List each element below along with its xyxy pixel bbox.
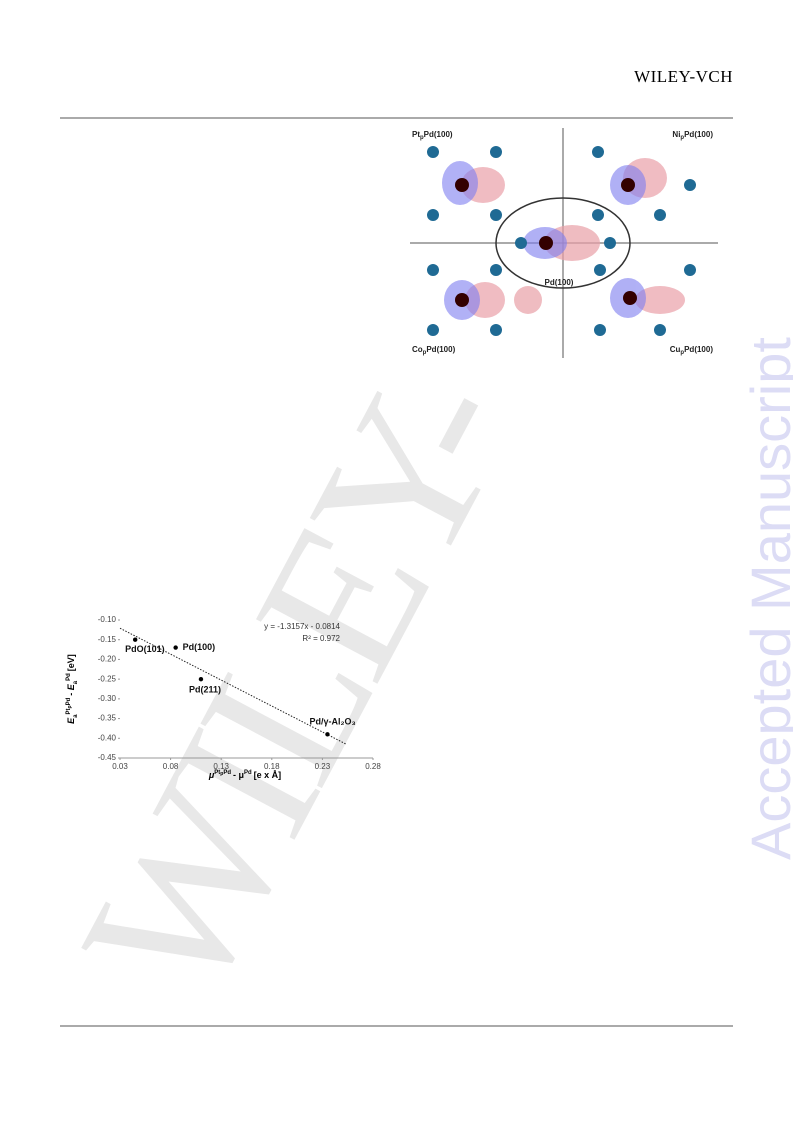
y-axis-label: EaPtpPd- EaPd[eV] — [66, 654, 79, 724]
point — [198, 676, 204, 682]
x-tick-label: 0.08 — [163, 762, 179, 771]
y-tick-label: -0.10 — [98, 615, 117, 624]
y-tick-label: -0.25 — [98, 674, 117, 683]
point — [173, 645, 178, 650]
highlight — [495, 197, 631, 289]
point-label: Pd/γ-Al₂O₃ — [309, 717, 355, 727]
y-tick-label: -0.40 — [98, 733, 117, 742]
watermark-diagonal: WILEY- — [38, 337, 556, 1034]
panel-label: Pd(100) — [545, 278, 574, 287]
figure: PtpPd(100) NipPd(100) Pd(100) CopPd(100)… — [410, 128, 718, 358]
point — [325, 732, 330, 737]
panel-label: NipPd(100) — [672, 130, 713, 140]
y-tick-label: -0.15 — [98, 635, 117, 644]
x-tick-label: 0.18 — [264, 762, 280, 771]
y-tick-label: -0.30 — [98, 694, 117, 703]
atoms-c — [455, 178, 637, 307]
x-tick-label: 0.28 — [365, 762, 381, 771]
y-tick-label: -0.35 — [98, 714, 117, 723]
density-blue — [442, 161, 646, 320]
r-squared: R² = 0.972 — [302, 634, 340, 643]
watermark-side: Accepted Manuscript — [739, 337, 793, 860]
point-label: Pd(211) — [189, 685, 221, 695]
point-label: PdO(101) — [125, 644, 165, 654]
chart: y = -1.3157x - 0.0814 R² = 0.972 μPtpPd -… — [66, 615, 382, 780]
point-label: Pd(100) — [183, 642, 216, 652]
point — [132, 637, 138, 642]
panel-label: CupPd(100) — [670, 345, 714, 355]
panel-label: PtpPd(100) — [412, 130, 453, 140]
y-tick-label: -0.20 — [98, 655, 117, 664]
panel-label: CopPd(100) — [412, 345, 456, 355]
y-tick-label: -0.45 — [98, 753, 117, 762]
x-tick-label: 0.23 — [315, 762, 331, 771]
x-tick-label: 0.03 — [112, 762, 128, 771]
x-tick-label: 0.13 — [213, 762, 229, 771]
trendline — [119, 627, 347, 745]
atoms — [427, 146, 696, 336]
publisher: WILEY-VCH — [634, 67, 733, 86]
equation: y = -1.3157x - 0.0814 — [264, 622, 340, 631]
x-axis-label: μPtpPd - μPd [e x Å] — [208, 770, 281, 781]
